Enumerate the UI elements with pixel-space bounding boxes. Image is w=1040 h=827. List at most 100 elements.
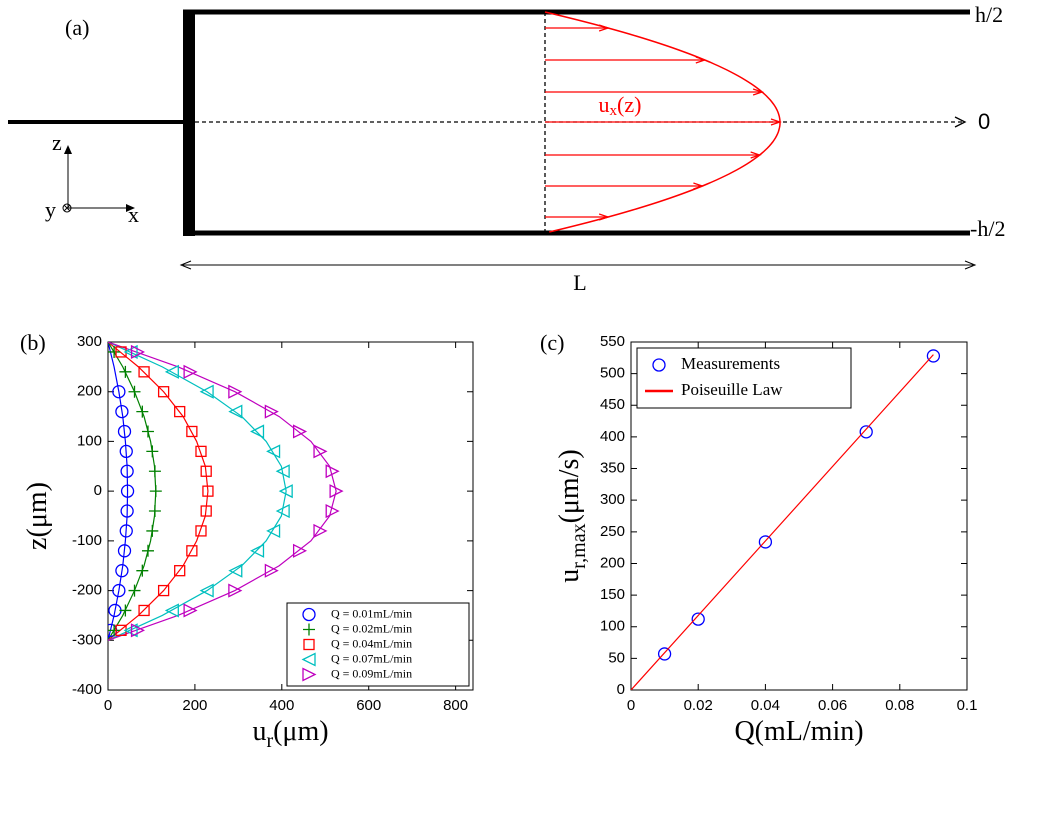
y-tick-label: 350: [600, 460, 625, 477]
marker: [292, 543, 308, 558]
marker: [313, 523, 328, 538]
marker: [119, 604, 132, 617]
marker: [691, 612, 705, 626]
y-tick-label: 300: [77, 333, 102, 350]
marker: [164, 603, 179, 618]
velocity-arrowhead: [695, 56, 707, 64]
x-tick-label: 0: [627, 697, 635, 714]
marker: [250, 543, 265, 558]
marker: [119, 365, 132, 378]
marker: [275, 464, 290, 479]
x-tick-label: 0: [104, 697, 112, 714]
marker: [302, 667, 317, 682]
marker: [108, 345, 121, 358]
marker: [136, 564, 149, 577]
marker: [195, 525, 207, 537]
marker: [199, 384, 214, 399]
x-axis-label-rest: (μm): [273, 716, 328, 747]
y-axis-label-rest: (μm): [22, 482, 53, 537]
y-tick-label: 0: [617, 681, 625, 698]
legend-box: [286, 602, 470, 687]
y-tick-label: -100: [72, 532, 102, 549]
axis-y-cross: [63, 204, 71, 212]
y-tick-label: 200: [600, 554, 625, 571]
velocity-arrowhead: [750, 151, 762, 159]
marker: [228, 563, 243, 578]
fit-curve: [108, 342, 287, 641]
marker: [278, 484, 293, 499]
marker: [138, 366, 150, 378]
x-tick-label: 0.02: [684, 697, 713, 714]
marker: [117, 424, 132, 439]
y-axis-label-base: u: [554, 569, 585, 583]
marker: [758, 535, 773, 549]
chart: 0 0.02 0.04 0.06 0.08 0.1 0 50 100 150 200 250 300 35…: [540, 330, 977, 747]
marker: [228, 404, 243, 419]
marker: [130, 623, 146, 638]
length-label: L: [573, 270, 586, 295]
marker: [112, 583, 126, 598]
y-tick-label: 400: [600, 428, 625, 445]
panel-label: (c): [540, 330, 564, 355]
marker: [157, 584, 170, 597]
marker: [186, 545, 198, 557]
fit-curve: [108, 342, 129, 641]
legend-label: Q = 0.07mL/min: [331, 651, 412, 665]
marker: [657, 647, 672, 661]
legend-label: Q = 0.09mL/min: [331, 666, 412, 680]
marker: [146, 524, 159, 537]
x-tick-label: 800: [443, 697, 468, 714]
velocity-arrowhead: [598, 24, 611, 32]
axis-x-head: [126, 204, 135, 212]
marker: [325, 464, 340, 479]
legend-box: [636, 347, 852, 409]
marker: [266, 444, 281, 459]
plot-area: [108, 342, 344, 641]
y-tick-label: -300: [72, 631, 102, 648]
marker: [130, 344, 146, 359]
marker: [859, 425, 873, 439]
marker: [138, 604, 150, 617]
marker: [149, 485, 162, 498]
marker: [148, 505, 161, 518]
x-axis-label: Q(mL/min): [734, 716, 863, 747]
marker: [119, 524, 133, 538]
plot-frame: [630, 341, 968, 691]
y-tick-label: -200: [72, 582, 102, 599]
marker: [264, 404, 279, 419]
plot-area: [631, 349, 941, 690]
marker: [157, 386, 170, 398]
marker: [164, 364, 179, 379]
marker: [115, 404, 129, 419]
marker: [146, 445, 159, 458]
x-tick-label: 600: [356, 697, 381, 714]
marker: [926, 349, 941, 363]
marker: [183, 364, 198, 379]
marker: [108, 624, 121, 637]
velocity-arrowhead: [598, 213, 611, 221]
velocity-arrowhead: [693, 182, 705, 190]
x-tick-label: 0.1: [957, 697, 978, 714]
marker: [329, 484, 344, 499]
marker: [141, 544, 154, 557]
y-axis-label: ur,max(μm/s): [554, 449, 589, 582]
marker: [264, 563, 279, 578]
y-tick-label: 300: [600, 491, 625, 508]
marker: [250, 424, 265, 439]
y-tick-label: 450: [600, 396, 625, 413]
y-tick-label: 100: [600, 618, 625, 635]
marker: [303, 623, 315, 636]
axis-y-symbol: [62, 203, 72, 213]
y-tick-label: 200: [77, 383, 102, 400]
x-tick-label: 0.04: [751, 697, 780, 714]
marker: [302, 607, 316, 622]
fit-curve: [108, 342, 337, 641]
y-axis-label-base: z: [22, 538, 53, 550]
velocity-label-base: u: [599, 92, 610, 117]
y-tick-label: -400: [72, 681, 102, 698]
x-axis-label-base: Q(mL/min): [734, 716, 863, 747]
y-tick-label: 250: [600, 523, 625, 540]
y-tick-label: 50: [608, 649, 625, 666]
y-tick-label: 100: [77, 432, 102, 449]
